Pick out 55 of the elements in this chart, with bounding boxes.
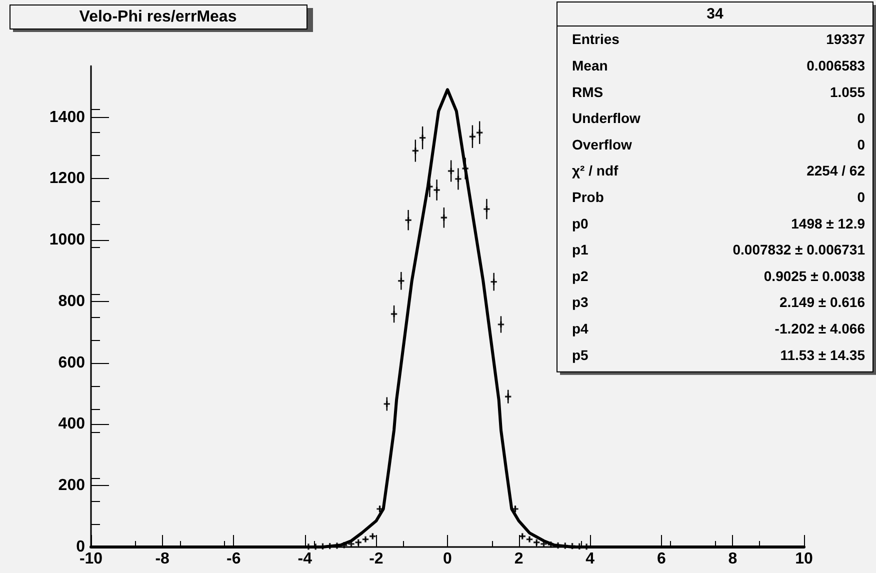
text: p2 0.9025 ± 0.0038 bbox=[572, 268, 865, 284]
point bbox=[370, 533, 376, 540]
point bbox=[440, 214, 448, 221]
point bbox=[376, 506, 383, 512]
point bbox=[484, 206, 490, 212]
point bbox=[498, 321, 504, 328]
point bbox=[448, 168, 454, 174]
text: Mean 0.006583 bbox=[572, 57, 865, 74]
point bbox=[526, 536, 533, 542]
y-tick-label: 400 bbox=[58, 416, 86, 433]
text: p3 2.149 ± 0.616 bbox=[572, 294, 865, 310]
point bbox=[490, 278, 497, 285]
text: Entries 19337 bbox=[572, 31, 865, 48]
y-tick-label: 800 bbox=[58, 292, 86, 310]
x-tick-label: 0 bbox=[443, 550, 452, 568]
text: χ² / ndf 2254 / 62 bbox=[572, 162, 865, 179]
text: Underflow 0 bbox=[572, 110, 865, 126]
point bbox=[398, 278, 404, 284]
point bbox=[434, 186, 440, 194]
x-tick-label: 6 bbox=[656, 550, 666, 568]
point bbox=[405, 216, 412, 224]
text: p4 -1.202 ± 4.066 bbox=[572, 320, 865, 336]
text: p0 1498 ± 12.9 bbox=[572, 215, 865, 232]
point bbox=[412, 148, 419, 154]
x-tick-label: 2 bbox=[514, 550, 524, 568]
text: p1 0.007832 ± 0.006731 bbox=[572, 242, 865, 258]
y-tick-label: 1400 bbox=[49, 108, 86, 126]
x-tick-label: -2 bbox=[369, 550, 384, 568]
point bbox=[390, 310, 398, 318]
text: Overflow 0 bbox=[572, 136, 865, 152]
point bbox=[512, 506, 518, 512]
x-tick-label: -8 bbox=[155, 550, 170, 568]
point bbox=[476, 130, 483, 136]
y-tick-label: 600 bbox=[58, 354, 86, 372]
x-tick-label: 10 bbox=[795, 550, 813, 568]
x-tick-label: 4 bbox=[586, 550, 595, 568]
point bbox=[455, 176, 462, 182]
text: Prob 0 bbox=[572, 188, 865, 205]
point bbox=[469, 134, 476, 140]
point bbox=[419, 134, 426, 141]
x-tick-label: -4 bbox=[298, 550, 312, 568]
x-tick-label: 8 bbox=[728, 550, 738, 568]
chart-title: Velo-Phi res/errMeas bbox=[79, 8, 237, 26]
y-tick-label: 1200 bbox=[49, 170, 86, 188]
point bbox=[426, 184, 433, 190]
point bbox=[505, 393, 512, 400]
y-tick-label: 1000 bbox=[49, 232, 86, 249]
text: RMS 1.055 bbox=[572, 84, 865, 100]
point bbox=[384, 400, 390, 408]
text: p5 11.53 ± 14.35 bbox=[572, 346, 865, 363]
x-tick-label: -6 bbox=[226, 550, 241, 568]
point bbox=[362, 536, 369, 542]
text: 34 bbox=[706, 6, 724, 22]
point bbox=[569, 542, 576, 550]
y-tick-label: 200 bbox=[58, 477, 86, 494]
